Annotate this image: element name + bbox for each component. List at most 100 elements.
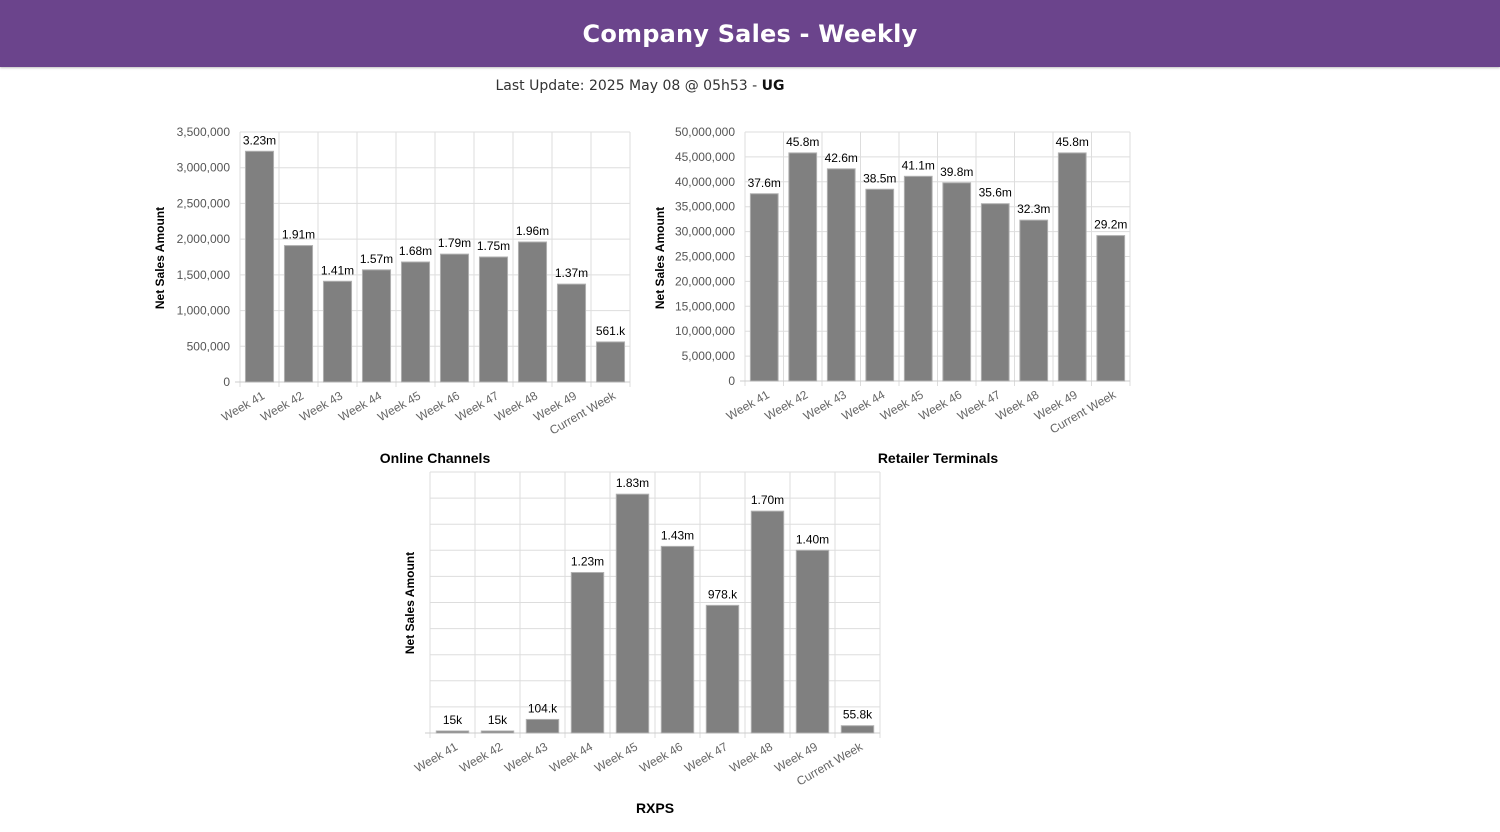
data-label: 38.5m [863, 171, 896, 185]
bar-current-week [840, 725, 875, 734]
x-tick-label: Week 48 [993, 387, 1041, 423]
last-update-separator: - [752, 78, 758, 94]
y-axis-label: Net Sales Amount [153, 207, 167, 309]
data-label: 978.k [708, 587, 738, 601]
y-tick-label: 0 [728, 374, 735, 388]
x-tick-label: Week 47 [955, 387, 1003, 423]
data-label: 1.41m [321, 263, 354, 277]
y-axis-label: Net Sales Amount [653, 207, 667, 309]
x-tick-label: Week 44 [336, 388, 384, 424]
data-label: 1.83m [616, 476, 649, 490]
x-tick-label: Week 47 [453, 388, 501, 424]
x-tick-label: Week 43 [801, 387, 849, 423]
data-label: 32.3m [1017, 202, 1050, 216]
bar-week-42 [283, 245, 314, 383]
x-tick-label: Week 41 [219, 388, 267, 424]
last-update-prefix: Last Update: [495, 78, 585, 94]
x-tick-label: Week 44 [839, 387, 887, 423]
bar-week-45 [615, 493, 650, 734]
data-label: 15k [443, 713, 463, 727]
y-tick-label: 2,000,000 [177, 232, 231, 246]
bar-week-45 [400, 261, 431, 383]
bar-week-41 [244, 150, 275, 383]
y-tick-label: 1,500,000 [177, 268, 231, 282]
y-tick-label: 20,000,000 [675, 274, 735, 288]
bar-week-49 [556, 283, 587, 383]
bar-week-44 [570, 571, 605, 734]
bar-week-42 [480, 730, 515, 734]
x-tick-label: Week 42 [258, 388, 306, 424]
y-tick-label: 3,000,000 [177, 161, 231, 175]
y-tick-label: 5,000,000 [682, 349, 736, 363]
data-label: 42.6m [825, 151, 858, 165]
y-tick-label: 10,000,000 [675, 324, 735, 338]
y-tick-label: 50,000,000 [675, 125, 735, 139]
x-tick-label: Week 43 [502, 739, 550, 775]
bar-week-43 [322, 280, 353, 383]
x-tick-label: Week 45 [592, 739, 640, 775]
y-tick-label: 45,000,000 [675, 150, 735, 164]
bar-week-41 [435, 730, 470, 734]
y-tick-label: 35,000,000 [675, 200, 735, 214]
last-update-timestamp: 2025 May 08 @ 05h53 [588, 78, 748, 94]
data-label: 45.8m [1056, 135, 1089, 149]
bar-week-44 [865, 188, 895, 382]
data-label: 35.6m [979, 186, 1012, 200]
y-tick-label: 3,500,000 [177, 125, 231, 139]
x-tick-label: Week 41 [724, 387, 772, 423]
y-tick-label: 2,500,000 [177, 196, 231, 210]
bar-week-42 [788, 152, 818, 382]
y-tick-label: 1,000,000 [177, 304, 231, 318]
x-tick-label: Week 46 [637, 739, 685, 775]
data-label: 41.1m [902, 158, 935, 172]
bar-week-43 [826, 168, 856, 382]
bar-week-47 [478, 256, 509, 383]
x-tick-label: Week 45 [375, 388, 423, 424]
y-tick-label: 25,000,000 [675, 250, 735, 264]
data-label: 561.k [596, 324, 626, 338]
y-tick-label: 30,000,000 [675, 225, 735, 239]
bar-week-49 [1057, 152, 1087, 382]
data-label: 1.91m [282, 228, 315, 242]
bar-week-44 [361, 269, 392, 383]
chart-title-online-channels: Online Channels [379, 450, 491, 466]
x-tick-label: Week 47 [682, 739, 730, 775]
bar-week-46 [439, 253, 470, 383]
bar-week-45 [903, 175, 933, 382]
bar-week-48 [750, 510, 785, 734]
y-tick-label: 15,000,000 [675, 299, 735, 313]
bar-week-46 [942, 182, 972, 382]
x-tick-label: Current Week [1047, 387, 1119, 437]
x-tick-label: Week 41 [412, 739, 460, 775]
data-label: 45.8m [786, 135, 819, 149]
x-tick-label: Week 42 [457, 739, 505, 775]
bar-week-46 [660, 545, 695, 734]
data-label: 1.37m [555, 266, 588, 280]
x-tick-label: Week 46 [414, 388, 462, 424]
bar-week-43 [525, 718, 560, 734]
bar-week-47 [980, 203, 1010, 382]
bar-current-week [595, 341, 626, 383]
data-label: 1.43m [661, 528, 694, 542]
x-tick-label: Week 42 [762, 387, 810, 423]
data-label: 104.k [528, 701, 558, 715]
data-label: 1.68m [399, 244, 432, 258]
x-tick-label: Week 49 [772, 739, 820, 775]
chart-title-retailer-terminals: Retailer Terminals [877, 450, 999, 466]
y-axis-label: Net Sales Amount [403, 552, 417, 654]
data-label: 1.79m [438, 236, 471, 250]
page-title: Company Sales - Weekly [582, 19, 918, 48]
x-tick-label: Week 46 [916, 387, 964, 423]
last-update-region: UG [761, 78, 785, 94]
bar-week-41 [749, 193, 779, 382]
x-tick-label: Current Week [547, 388, 619, 438]
bar-current-week [1096, 235, 1126, 382]
data-label: 55.8k [843, 708, 873, 722]
data-label: 1.70m [751, 493, 784, 507]
x-tick-label: Current Week [794, 739, 866, 789]
data-label: 1.75m [477, 239, 510, 253]
data-label: 3.23m [243, 133, 276, 147]
